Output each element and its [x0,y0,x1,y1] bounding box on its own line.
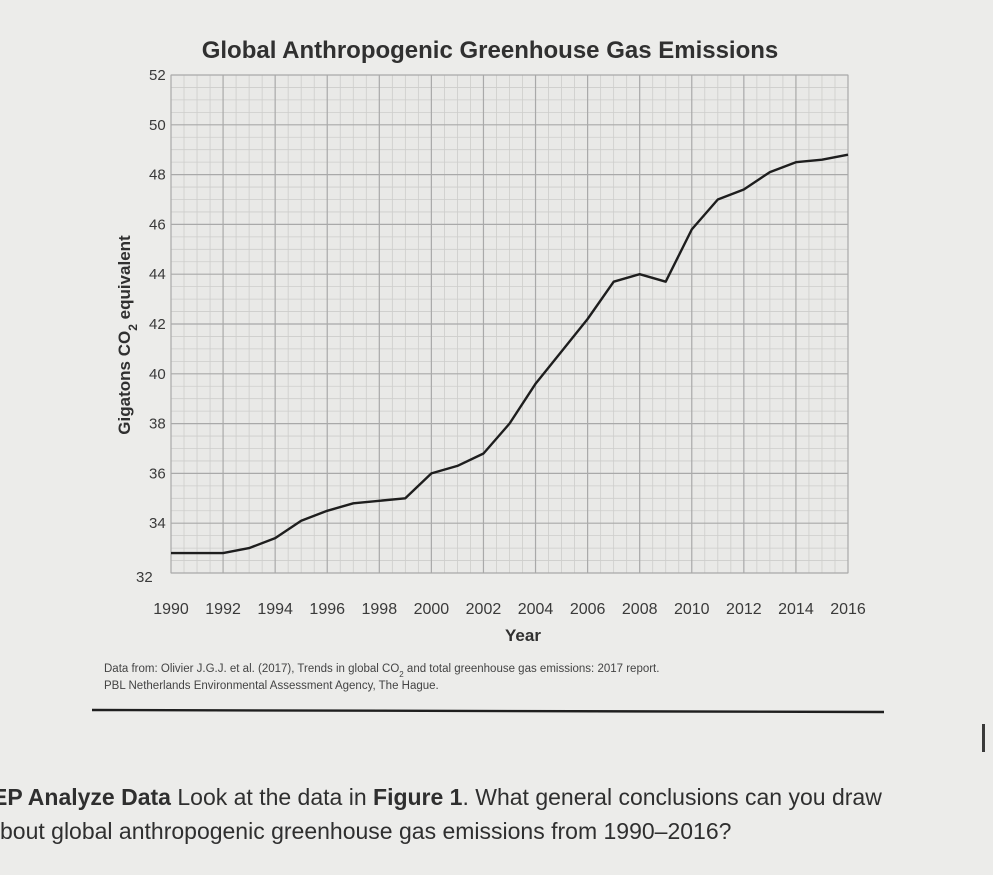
x-axis-ticks: 1990 1992 1994 1996 1998 2000 2002 2004 2006 2008… [153,601,866,618]
question-text: EP Analyze Data Look at the data in Figu… [0,780,993,848]
question-text-part2: . What general conclusions can you draw [462,784,882,810]
chart-title: Global Anthropogenic Greenhouse Gas Emis… [202,37,779,64]
y-axis-label: Gigatons CO2 equivalent [115,235,140,435]
x-tick-label: 1992 [205,601,241,618]
x-tick-label: 2002 [466,601,502,618]
emissions-chart: Global Anthropogenic Greenhouse Gas Emis… [91,37,885,714]
x-tick-label: 2012 [726,601,762,618]
y-tick-label: 34 [149,515,166,532]
y-tick-label: 38 [149,416,166,433]
figure-reference: Figure 1 [373,784,463,810]
source-note-line2: PBL Netherlands Environmental Assessment… [104,680,439,692]
y-tick-label: 40 [149,366,166,383]
x-tick-label: 2006 [570,601,606,618]
x-tick-label: 1990 [153,601,189,618]
question-text-part1: Look at the data in [170,784,374,810]
y-tick-label: 50 [149,117,166,134]
series-points [170,154,849,554]
grid-major [170,74,849,574]
x-tick-label: 1996 [309,601,345,618]
y-tick-label: 52 [149,67,166,84]
x-tick-label: 1998 [362,601,398,618]
x-tick-label: 2016 [830,601,866,618]
question-lead: EP Analyze Data [0,784,171,810]
margin-mark [982,724,985,752]
y-tick-label: 36 [149,465,166,482]
x-axis-label: Year [505,626,541,645]
y-tick-label: 32 [136,569,153,586]
y-axis-ticks: 32 34 36 38 40 42 44 46 48 50 52 [136,67,166,586]
x-tick-label: 1994 [257,601,293,618]
question-line2: bout global anthropogenic greenhouse gas… [0,818,732,844]
question-line1: EP Analyze Data Look at the data in Figu… [0,780,993,814]
y-tick-label: 44 [149,266,166,283]
y-tick-label: 42 [149,316,166,333]
y-tick-label: 46 [149,216,166,233]
figure-divider [91,708,885,714]
x-tick-label: 2004 [518,601,554,618]
x-tick-label: 2000 [414,601,450,618]
x-tick-label: 2008 [622,601,658,618]
x-tick-label: 2010 [674,601,710,618]
source-note-line1: Data from: Olivier J.G.J. et al. (2017),… [104,663,659,679]
x-tick-label: 2014 [778,601,814,618]
y-tick-label: 48 [149,167,166,184]
